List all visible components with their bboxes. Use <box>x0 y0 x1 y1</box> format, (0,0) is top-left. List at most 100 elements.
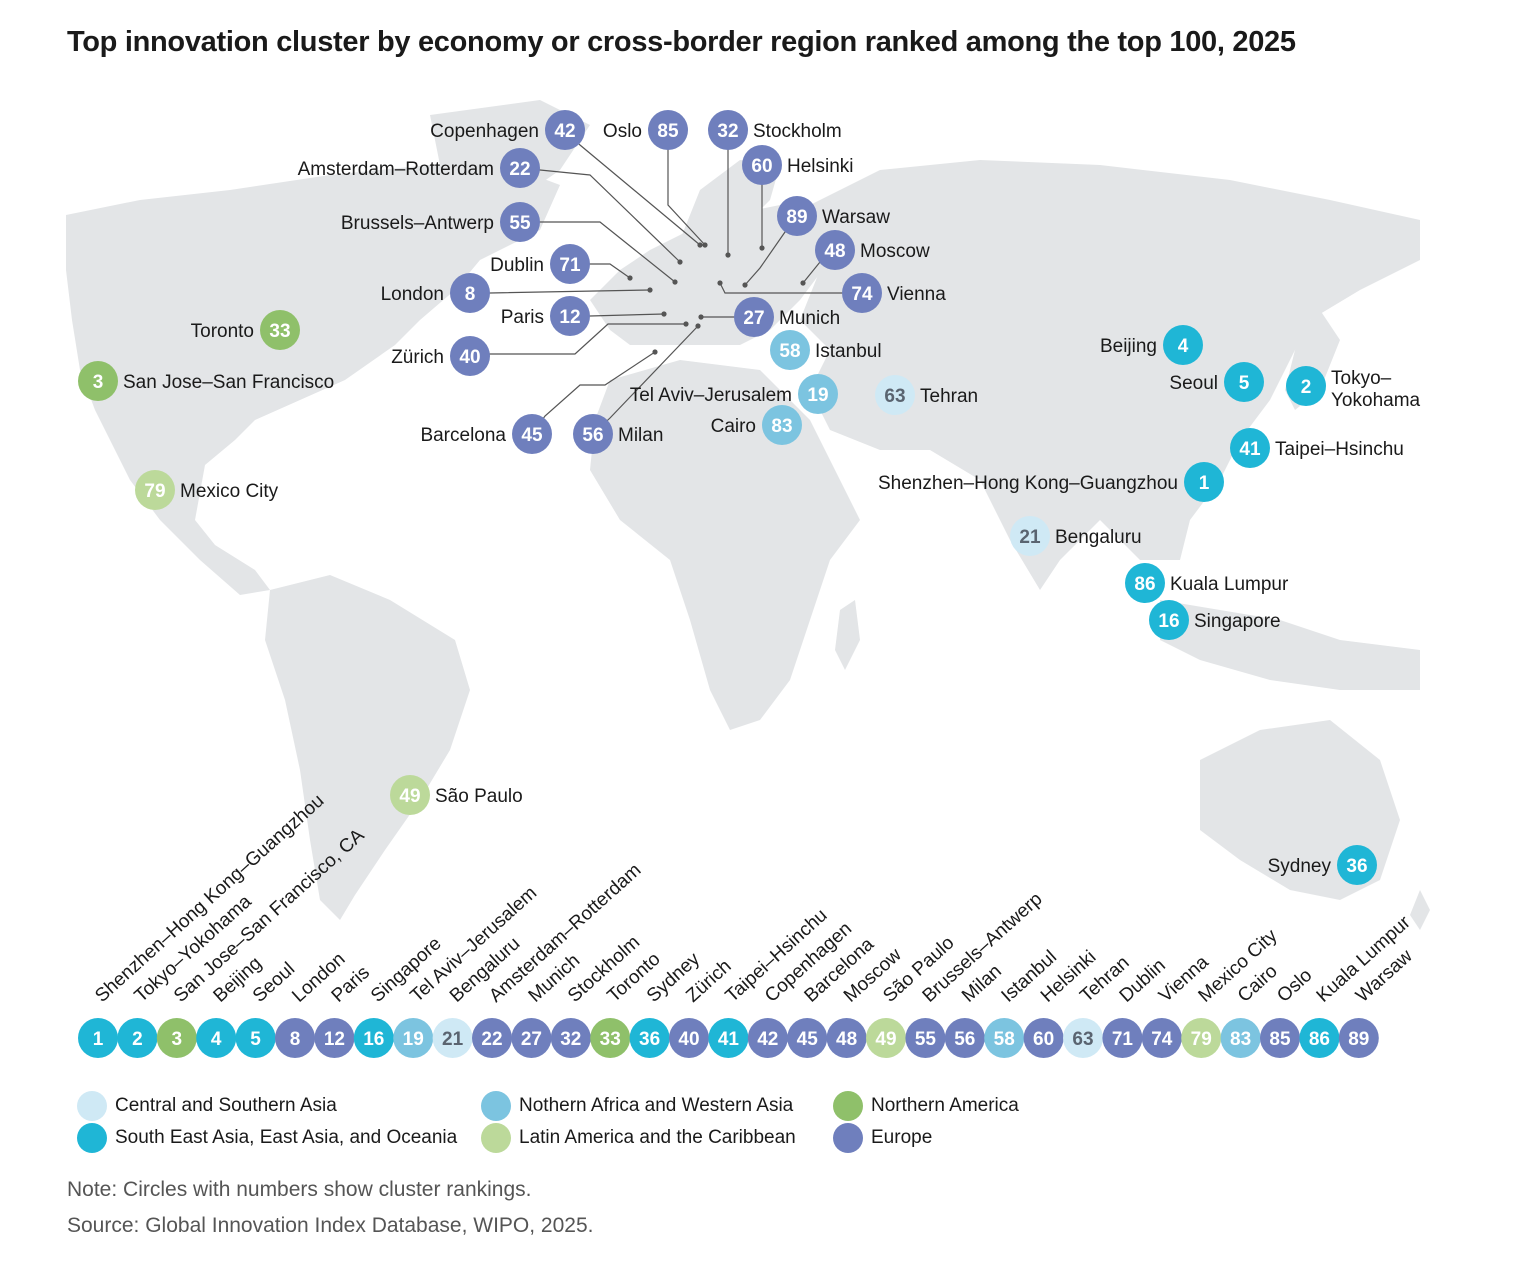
cluster-marker-brussels-antwerp: 55 Brussels–Antwerp <box>341 202 540 242</box>
legend-swatch <box>481 1091 511 1121</box>
land-scandinavia <box>680 160 780 260</box>
strip-marker-toronto: 33 <box>590 1018 631 1058</box>
strip-circle-copenhagen <box>747 1018 788 1058</box>
location-dot-amsterdam-rotterdam <box>677 259 683 265</box>
cluster-rank-shenzhen-hong-kong-guangzhou: 1 <box>1199 473 1210 494</box>
cluster-circle-amsterdam-rotterdam <box>500 148 540 188</box>
strip-marker-copenhagen: 42 <box>747 1018 788 1058</box>
cluster-marker-s-o-paulo: 49 São Paulo <box>390 775 523 815</box>
cluster-rank-kuala-lumpur: 86 <box>1134 574 1155 595</box>
chart-title: Top innovation cluster by economy or cro… <box>67 26 1296 58</box>
cluster-label-london: London <box>381 284 444 305</box>
cluster-label-copenhagen: Copenhagen <box>430 121 539 142</box>
strip-circle-cairo <box>1220 1018 1261 1058</box>
location-dot-milan <box>695 323 701 329</box>
strip-marker-s-o-paulo: 49 <box>866 1018 906 1058</box>
cluster-label-tel-aviv-jerusalem: Tel Aviv–Jerusalem <box>630 385 792 406</box>
strip-marker-bengaluru: 21 <box>432 1018 473 1058</box>
legend-swatch <box>833 1123 863 1153</box>
strip-rank-kuala-lumpur: 86 <box>1309 1029 1330 1050</box>
cluster-rank-toronto: 33 <box>269 321 290 342</box>
legend-label: Northern America <box>871 1095 1019 1116</box>
strip-marker-stockholm: 32 <box>550 1018 591 1058</box>
strip-marker-tehran: 63 <box>1063 1018 1103 1058</box>
strip-marker-seoul: 5 <box>235 1018 276 1058</box>
location-dot-oslo <box>702 242 708 248</box>
strip-marker-munich: 27 <box>511 1018 552 1058</box>
strip-rank-warsaw: 89 <box>1348 1029 1369 1050</box>
strip-rank-seoul: 5 <box>250 1029 261 1050</box>
cluster-marker-amsterdam-rotterdam: 22 Amsterdam–Rotterdam <box>298 148 540 188</box>
cluster-label-amsterdam-rotterdam: Amsterdam–Rotterdam <box>298 159 494 180</box>
cluster-circle-san-jose-san-francisco <box>78 361 118 401</box>
strip-circle-helsinki <box>1023 1018 1064 1058</box>
cluster-circle-tehran <box>875 375 915 415</box>
cluster-marker-tel-aviv-jerusalem: 19 Tel Aviv–Jerusalem <box>630 374 838 414</box>
strip-circle-oslo <box>1260 1018 1300 1058</box>
cluster-circle-stockholm <box>708 110 748 150</box>
cluster-circle-paris <box>550 296 590 336</box>
strip-rank-bengaluru: 21 <box>442 1029 464 1050</box>
cluster-circle-copenhagen <box>545 110 585 150</box>
strip-rank-london: 8 <box>290 1029 301 1050</box>
cluster-rank-istanbul: 58 <box>779 341 800 362</box>
strip-marker-istanbul: 58 <box>984 1018 1025 1058</box>
strip-rank-toronto: 33 <box>600 1029 621 1050</box>
cluster-circle-mexico-city <box>135 470 175 510</box>
strip-rank-dublin: 71 <box>1112 1029 1134 1050</box>
cluster-rank-stockholm: 32 <box>717 121 738 142</box>
strip-rank-sydney: 36 <box>639 1029 660 1050</box>
cluster-marker-copenhagen: 42 Copenhagen <box>430 110 585 150</box>
cluster-circle-toronto <box>260 310 300 350</box>
cluster-circle-shenzhen-hong-kong-guangzhou <box>1184 462 1224 502</box>
strip-rank-san-jose-san-francisco-ca: 3 <box>172 1029 183 1050</box>
land-madagascar <box>835 600 860 670</box>
cluster-marker-paris: 12 Paris <box>501 296 590 336</box>
legend-label: Central and Southern Asia <box>115 1095 337 1116</box>
strip-rank-tehran: 63 <box>1072 1029 1093 1050</box>
cluster-rank-moscow: 48 <box>824 241 845 262</box>
cluster-marker-barcelona: 45 Barcelona <box>420 414 552 454</box>
cluster-marker-toronto: 33 Toronto <box>191 310 300 350</box>
cluster-rank-oslo: 85 <box>657 121 679 142</box>
location-dot-warsaw <box>742 282 748 288</box>
strip-marker-oslo: 85 <box>1260 1018 1300 1058</box>
cluster-rank-brussels-antwerp: 55 <box>509 213 531 234</box>
strip-circle-barcelona <box>787 1018 828 1058</box>
cluster-rank-amsterdam-rotterdam: 22 <box>509 159 530 180</box>
cluster-label-bengaluru: Bengaluru <box>1055 527 1142 548</box>
cluster-rank-munich: 27 <box>743 308 764 329</box>
strip-rank-brussels-antwerp: 55 <box>915 1029 937 1050</box>
legend-item-latin-america: Latin America and the Caribbean <box>481 1123 796 1153</box>
cluster-label-tokyo-yokohama: Tokyo– Yokohama <box>1331 368 1421 411</box>
strip-marker-paris: 12 <box>314 1018 355 1058</box>
cluster-marker-taipei-hsinchu: 41 Taipei–Hsinchu <box>1230 428 1404 468</box>
cluster-label-kuala-lumpur: Kuala Lumpur <box>1170 574 1289 595</box>
strip-marker-taipei-hsinchu: 41 <box>708 1018 749 1058</box>
location-dot-london <box>647 287 653 293</box>
cluster-circle-sydney <box>1337 845 1377 885</box>
strip-circle-tel-aviv-jerusalem <box>393 1018 434 1058</box>
cluster-marker-tokyo-yokohama: 2 Tokyo– Yokohama <box>1286 366 1421 411</box>
cluster-label-stockholm: Stockholm <box>753 121 842 142</box>
strip-marker-tokyo-yokohama: 2 <box>117 1018 158 1058</box>
strip-circle-toronto <box>590 1018 631 1058</box>
strip-circle-mexico-city <box>1181 1018 1222 1058</box>
land-new-zealand <box>1410 890 1430 930</box>
strip-marker-moscow: 48 <box>826 1018 867 1058</box>
cluster-circle-singapore <box>1149 600 1189 640</box>
strip-marker-amsterdam-rotterdam: 22 <box>472 1018 512 1058</box>
strip-circle-tehran <box>1063 1018 1103 1058</box>
land-africa <box>590 360 860 730</box>
cluster-label-beijing: Beijing <box>1100 336 1157 357</box>
strip-circle-beijing <box>196 1018 237 1058</box>
cluster-marker-istanbul: 58 Istanbul <box>770 330 882 370</box>
strip-circle-san-jose-san-francisco-ca <box>156 1018 197 1058</box>
cluster-circle-warsaw <box>777 196 817 236</box>
cluster-rank-dublin: 71 <box>559 255 581 276</box>
cluster-marker-bengaluru: 21 Bengaluru <box>1010 516 1142 556</box>
strip-circle-amsterdam-rotterdam <box>472 1018 512 1058</box>
strip-rank-stockholm: 32 <box>560 1029 581 1050</box>
cluster-marker-san-jose-san-francisco: 3 San Jose–San Francisco <box>78 361 334 401</box>
cluster-circle-milan <box>573 414 613 454</box>
